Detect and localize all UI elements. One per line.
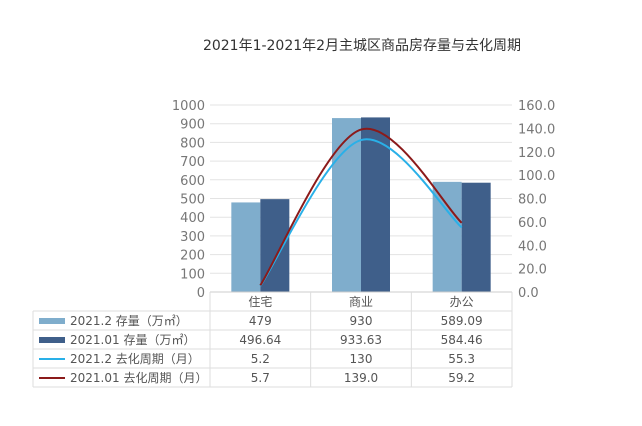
right-tick-label: 120.0 bbox=[518, 146, 555, 161]
left-tick-label: 400 bbox=[180, 211, 205, 226]
right-tick-label: 0.0 bbox=[518, 286, 539, 301]
legend-label: 2021.2 去化周期（月） bbox=[70, 352, 200, 366]
bar bbox=[432, 181, 462, 292]
left-tick-label: 900 bbox=[180, 118, 205, 133]
chart-title: 2021年1-2021年2月主城区商品房存量与去化周期 bbox=[203, 38, 521, 54]
left-tick-label: 200 bbox=[180, 249, 205, 264]
left-tick-label: 300 bbox=[180, 230, 205, 245]
right-tick-label: 40.0 bbox=[518, 239, 547, 254]
data-label: 59.2 bbox=[448, 371, 475, 385]
bar bbox=[231, 202, 261, 292]
data-label: 479 bbox=[249, 314, 272, 328]
bar bbox=[361, 117, 390, 292]
data-label: 930 bbox=[350, 314, 373, 328]
right-tick-label: 60.0 bbox=[518, 216, 547, 231]
left-tick-label: 800 bbox=[180, 136, 205, 151]
legend-label: 2021.2 存量（万㎡） bbox=[70, 314, 188, 328]
left-tick-label: 1000 bbox=[172, 99, 205, 114]
legend-label: 2021.01 存量（万㎡） bbox=[70, 333, 195, 347]
right-tick-label: 160.0 bbox=[518, 99, 555, 114]
data-label: 55.3 bbox=[448, 352, 475, 366]
left-tick-label: 600 bbox=[180, 174, 205, 189]
left-tick-label: 0 bbox=[197, 286, 205, 301]
category-label: 商业 bbox=[349, 294, 373, 309]
data-label: 584.46 bbox=[441, 333, 483, 347]
right-tick-label: 80.0 bbox=[518, 193, 547, 208]
right-tick-label: 100.0 bbox=[518, 169, 555, 184]
legend-swatch bbox=[39, 337, 65, 343]
data-label: 5.2 bbox=[251, 352, 270, 366]
left-tick-label: 700 bbox=[180, 155, 205, 170]
category-label: 办公 bbox=[450, 294, 474, 309]
data-label: 589.09 bbox=[441, 314, 483, 328]
legend-swatch bbox=[39, 318, 65, 324]
left-tick-label: 100 bbox=[180, 267, 205, 282]
series-line bbox=[259, 138, 463, 287]
series-line bbox=[259, 127, 463, 286]
right-tick-label: 20.0 bbox=[518, 263, 547, 278]
legend-label: 2021.01 去化周期（月） bbox=[70, 371, 207, 385]
right-tick-label: 140.0 bbox=[518, 122, 555, 137]
data-label: 5.7 bbox=[251, 371, 270, 385]
bar bbox=[332, 118, 361, 292]
data-label: 933.63 bbox=[340, 333, 382, 347]
data-label: 496.64 bbox=[239, 333, 281, 347]
left-tick-label: 500 bbox=[180, 193, 205, 208]
category-label: 住宅 bbox=[248, 294, 272, 309]
bar bbox=[461, 182, 491, 292]
data-label: 130 bbox=[350, 352, 373, 366]
data-label: 139.0 bbox=[344, 371, 378, 385]
